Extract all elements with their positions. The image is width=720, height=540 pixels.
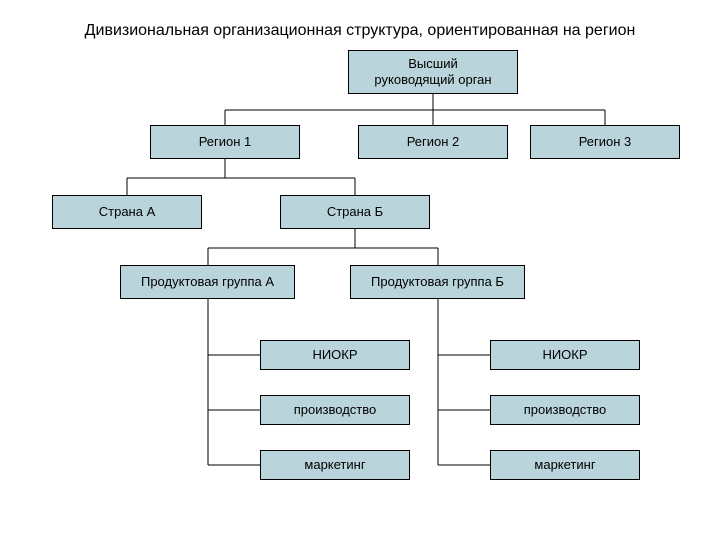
node-top: Высшийруководящий орган — [348, 50, 518, 94]
node-region3: Регион 3 — [530, 125, 680, 159]
node-region2: Регион 2 — [358, 125, 508, 159]
node-markt-b: маркетинг — [490, 450, 640, 480]
node-niokr-a: НИОКР — [260, 340, 410, 370]
diagram-title: Дивизиональная организационная структура… — [0, 22, 720, 40]
node-country-b: Страна Б — [280, 195, 430, 229]
node-niokr-b: НИОКР — [490, 340, 640, 370]
node-region1: Регион 1 — [150, 125, 300, 159]
node-country-a: Страна А — [52, 195, 202, 229]
node-prodgrp-a: Продуктовая группа А — [120, 265, 295, 299]
node-prodgrp-b: Продуктовая группа Б — [350, 265, 525, 299]
node-prodn-b: производство — [490, 395, 640, 425]
node-markt-a: маркетинг — [260, 450, 410, 480]
node-prodn-a: производство — [260, 395, 410, 425]
